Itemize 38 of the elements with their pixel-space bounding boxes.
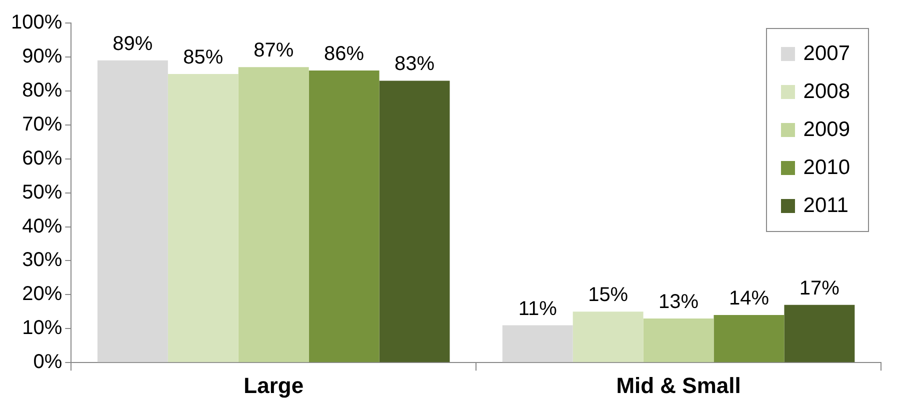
y-tick-label: 20% — [22, 283, 62, 306]
bar — [308, 70, 380, 362]
data-label: 89% — [112, 32, 153, 55]
bar — [97, 60, 168, 362]
y-tick-label: 80% — [22, 79, 62, 102]
bar — [238, 67, 309, 362]
data-label: 86% — [324, 43, 364, 66]
legend-label: 2008 — [803, 80, 850, 104]
y-tick-label: 0% — [33, 351, 62, 374]
x-tick-label: Large — [244, 372, 304, 398]
bar — [379, 80, 450, 362]
legend-label: 2009 — [803, 118, 850, 142]
y-tick-label: 100% — [10, 12, 62, 34]
bar — [572, 312, 644, 362]
bar — [168, 74, 238, 362]
legend-label: 2010 — [803, 156, 850, 180]
x-tick-label: Mid & Small — [616, 372, 741, 398]
data-label: 87% — [254, 40, 294, 62]
legend-label: 2011 — [803, 194, 848, 218]
data-label: 83% — [394, 53, 435, 76]
data-label: 15% — [588, 284, 628, 306]
y-tick-label: 10% — [22, 317, 62, 340]
data-label: 14% — [728, 288, 770, 310]
y-tick-label: 50% — [22, 181, 62, 204]
data-label: 11% — [518, 298, 558, 320]
y-tick-label: 30% — [22, 249, 62, 272]
data-label: 85% — [183, 46, 224, 68]
y-tick-label: 40% — [22, 215, 62, 238]
bar — [784, 304, 855, 362]
bar — [714, 315, 784, 362]
data-label: 13% — [658, 290, 699, 313]
bar — [502, 325, 573, 362]
bar — [643, 318, 714, 362]
y-tick-label: 60% — [22, 147, 62, 170]
data-label: 17% — [799, 277, 840, 300]
legend-label: 2007 — [803, 42, 850, 66]
y-tick-label: 70% — [22, 113, 62, 136]
y-tick-label: 90% — [22, 45, 62, 68]
